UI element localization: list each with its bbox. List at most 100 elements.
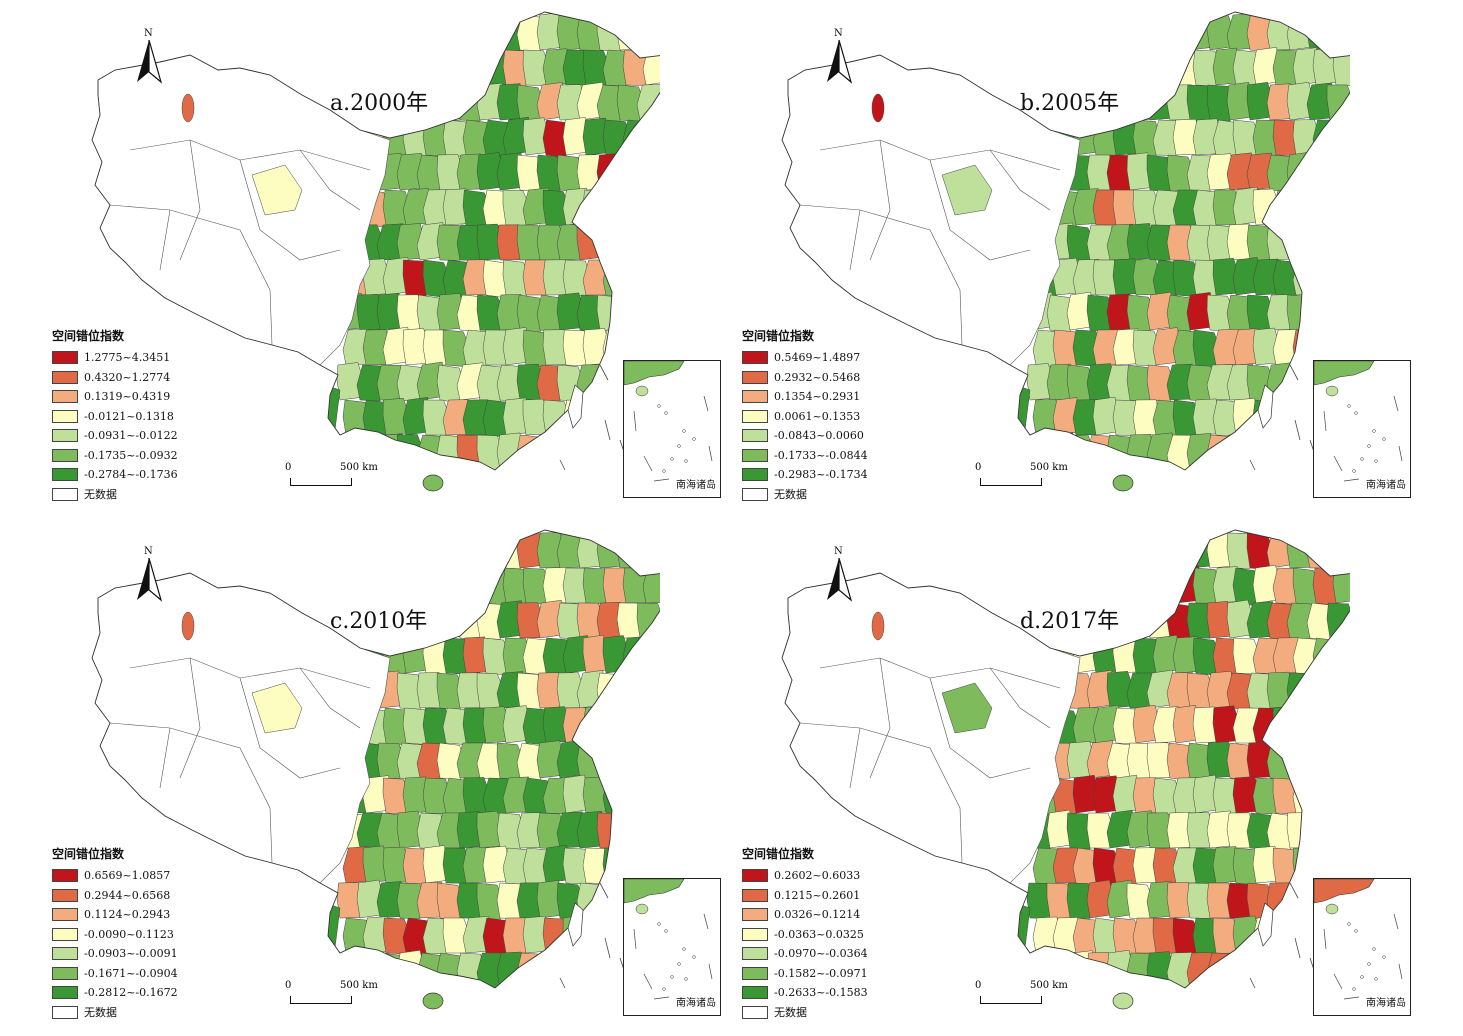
prefecture-region [436,532,465,570]
prefecture-region [1332,634,1350,674]
prefecture-region [456,13,485,51]
prefecture-region [462,49,491,87]
boundary-line [799,204,963,346]
scale-line [290,996,352,1004]
prefecture-region [596,950,625,988]
legend-swatch [52,947,78,961]
legend-item: -0.0121~0.1318 [52,407,232,427]
prefecture-region [622,189,651,227]
prefecture-region [1292,707,1321,744]
legend: 空间错位指数 0.2602~0.6033 0.1215~0.2601 0.0326~0… [742,845,922,1022]
prefecture-region [602,189,631,229]
legend-swatch [742,888,768,902]
prefecture-region [1332,257,1350,296]
prefecture-region [1312,189,1341,228]
prefecture-region [1326,602,1350,640]
boundary-line [239,677,341,779]
prefecture-region [1332,49,1350,87]
inset-label: 南海诸岛 [1366,480,1406,491]
prefecture-region [1326,294,1350,332]
prefecture-region [1266,434,1295,470]
prefecture-region [1312,777,1341,814]
scale-bar: 0 500 km [285,980,378,1010]
prefecture-region [422,49,451,86]
scale-distance-label: 500 km [340,462,378,473]
prefecture-region [1146,14,1175,51]
legend-title: 空间错位指数 [52,329,125,343]
prefecture-region [416,14,445,52]
legend-swatch [742,370,768,384]
legend-item: 0.2932~0.5468 [742,368,922,388]
scale-line [980,478,1042,486]
prefecture-region [1026,14,1055,52]
prefecture-region [1286,151,1315,191]
prefecture-region [336,14,365,52]
china-choropleth-map [91,529,660,1010]
prefecture-region [436,84,465,121]
prefecture-region [1306,154,1335,193]
legend-swatch [52,487,78,501]
scale-zero-label: 0 [285,462,292,473]
maritime-boundary [599,364,609,381]
prefecture-region [396,532,425,571]
legend-swatch [742,986,768,1000]
prefecture-region [556,433,585,470]
prefecture-region [1312,259,1341,296]
prefecture-region [642,189,660,226]
legend-swatch [52,908,78,922]
legend-item: 0.0061~0.1353 [742,407,922,427]
prefecture-region [362,49,391,89]
prefecture-region [516,952,545,988]
prefecture-region [616,741,645,779]
prefecture-region [1046,532,1075,571]
map-panel-d: d.2017年 N 空间错位指数 0.2602~0.6033 0.1215~0.2601… [690,518,1411,1019]
prefecture-region [596,223,625,261]
prefecture-region [1286,882,1315,921]
prefecture-region [1272,915,1301,954]
prefecture-region [181,93,195,123]
prefecture-region [596,742,625,780]
prefecture-region [1272,705,1301,744]
prefecture-region [1106,14,1135,53]
legend-label: 0.1215~0.2601 [774,888,861,902]
prefecture-region [576,222,605,261]
prefecture-region [1112,47,1141,86]
prefecture-region [1092,567,1121,604]
boundary-line [929,677,1031,779]
prefecture-region [1092,49,1121,88]
legend-swatch [742,908,768,922]
legend-label: 0.0061~0.1353 [774,409,861,423]
north-label: N [834,28,843,39]
prefecture-region [536,434,565,470]
prefecture-region [1132,49,1161,87]
maritime-boundary [604,419,611,441]
legend-label: -0.1582~-0.0971 [774,966,868,980]
prefecture-region [376,742,405,779]
legend-swatch [742,390,768,404]
legend-item: 1.2775~4.3451 [52,348,232,368]
prefecture-region [1306,294,1335,331]
legend-swatch [742,448,768,462]
legend-item: -0.1582~-0.0971 [742,964,922,984]
north-label: N [834,546,843,557]
prefecture-region [1266,223,1295,261]
boundary-line [109,204,273,346]
prefecture-region [642,707,660,744]
prefecture-region [1066,531,1095,569]
legend-item: -0.0363~0.0325 [742,925,922,945]
boundary-line [299,667,361,729]
legend-swatch [742,429,768,443]
prefecture-region [476,14,505,52]
legend-item: 0.1319~0.4319 [52,387,232,407]
prefecture-region [1326,742,1350,780]
legend-item: 0.0326~0.1214 [742,905,922,925]
prefecture-region [362,566,391,604]
prefecture-region [1332,189,1350,229]
prefecture-region [1326,223,1350,261]
maritime-boundary [559,977,566,989]
legend-swatch [742,468,768,482]
scale-distance-label: 500 km [1030,462,1068,473]
legend: 空间错位指数 0.5469~1.4897 0.2932~0.5468 0.1354~0… [742,327,922,504]
legend-swatch [742,351,768,365]
maritime-boundary [1294,419,1301,441]
